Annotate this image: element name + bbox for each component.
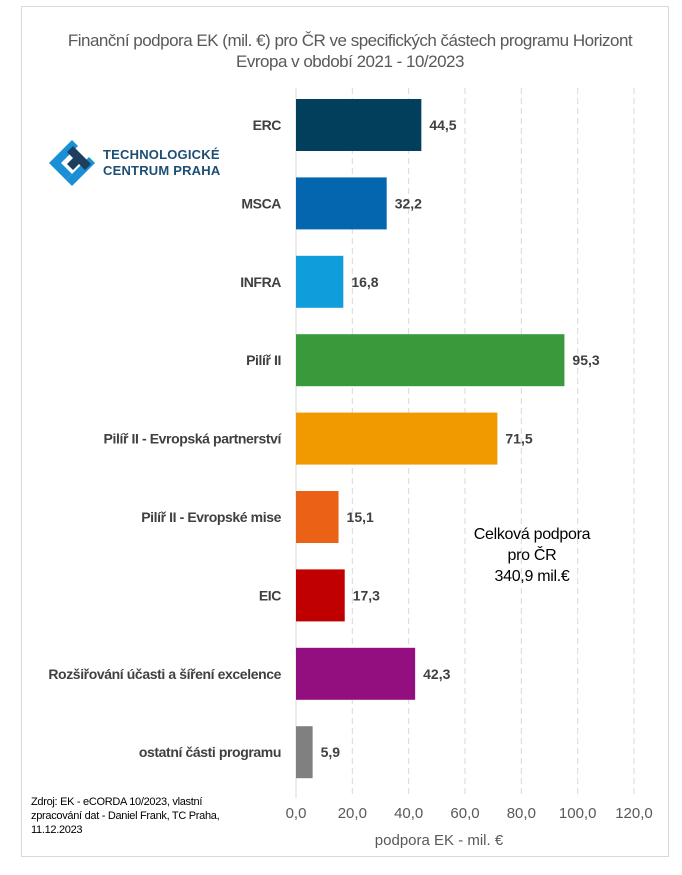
data-label: 95,3 xyxy=(572,352,599,368)
category-label: Pilíř II xyxy=(246,352,281,368)
chart-frame xyxy=(21,6,669,857)
data-label: 71,5 xyxy=(505,431,532,447)
category-label: Pilíř II - Evropská partnerství xyxy=(104,431,283,447)
logo-line2: CENTRUM PRAHA xyxy=(103,163,221,178)
category-label: INFRA xyxy=(240,274,281,290)
data-label: 5,9 xyxy=(321,744,341,760)
bar xyxy=(296,412,498,465)
bar xyxy=(296,177,387,230)
logo-line1: TECHNOLOGICKÉ xyxy=(103,147,220,162)
category-label: Rozšiřování účasti a šíření excelence xyxy=(48,666,281,682)
category-label: Pilíř II - Evropské mise xyxy=(141,509,281,525)
category-label: EIC xyxy=(259,587,281,603)
logo: TECHNOLOGICKÉ CENTRUM PRAHA xyxy=(47,138,220,188)
x-tick-label: 20,0 xyxy=(338,805,367,822)
chart-title: Finanční podpora EK (mil. €) pro ČR ve s… xyxy=(67,31,633,71)
total-line2: pro ČR xyxy=(507,547,557,564)
data-label: 16,8 xyxy=(351,274,378,290)
total-annotation: Celková podpora pro ČR 340,9 mil.€ xyxy=(462,524,602,587)
bar xyxy=(296,491,339,543)
x-tick-label: 100,0 xyxy=(559,805,597,822)
x-tick-label: 80,0 xyxy=(507,805,536,822)
data-label: 15,1 xyxy=(347,509,374,525)
data-label: 44,5 xyxy=(429,117,456,133)
bar xyxy=(296,99,422,151)
x-tick-label: 0,0 xyxy=(286,805,307,822)
x-tick-label: 60,0 xyxy=(450,805,479,822)
bar xyxy=(296,569,345,622)
total-line3: 340,9 mil.€ xyxy=(494,568,570,585)
x-axis-title: podpora EK - mil. € xyxy=(375,832,504,849)
data-label: 17,3 xyxy=(353,587,380,603)
bar xyxy=(296,726,313,779)
logo-text: TECHNOLOGICKÉ CENTRUM PRAHA xyxy=(103,147,220,179)
x-tick-label: 40,0 xyxy=(394,805,423,822)
data-label: 42,3 xyxy=(423,666,450,682)
category-label: MSCA xyxy=(241,195,281,211)
source-note: Zdroj: EK - eCORDA 10/2023, vlastní zpra… xyxy=(31,796,220,836)
data-label: 32,2 xyxy=(395,195,422,211)
bar xyxy=(296,255,344,308)
bar xyxy=(296,334,565,387)
category-label: ERC xyxy=(253,117,282,133)
bar xyxy=(296,647,416,700)
total-line1: Celková podpora xyxy=(473,526,591,543)
logo-icon xyxy=(49,140,95,186)
x-tick-label: 120,0 xyxy=(615,805,653,822)
category-label: ostatní části programu xyxy=(139,744,281,760)
